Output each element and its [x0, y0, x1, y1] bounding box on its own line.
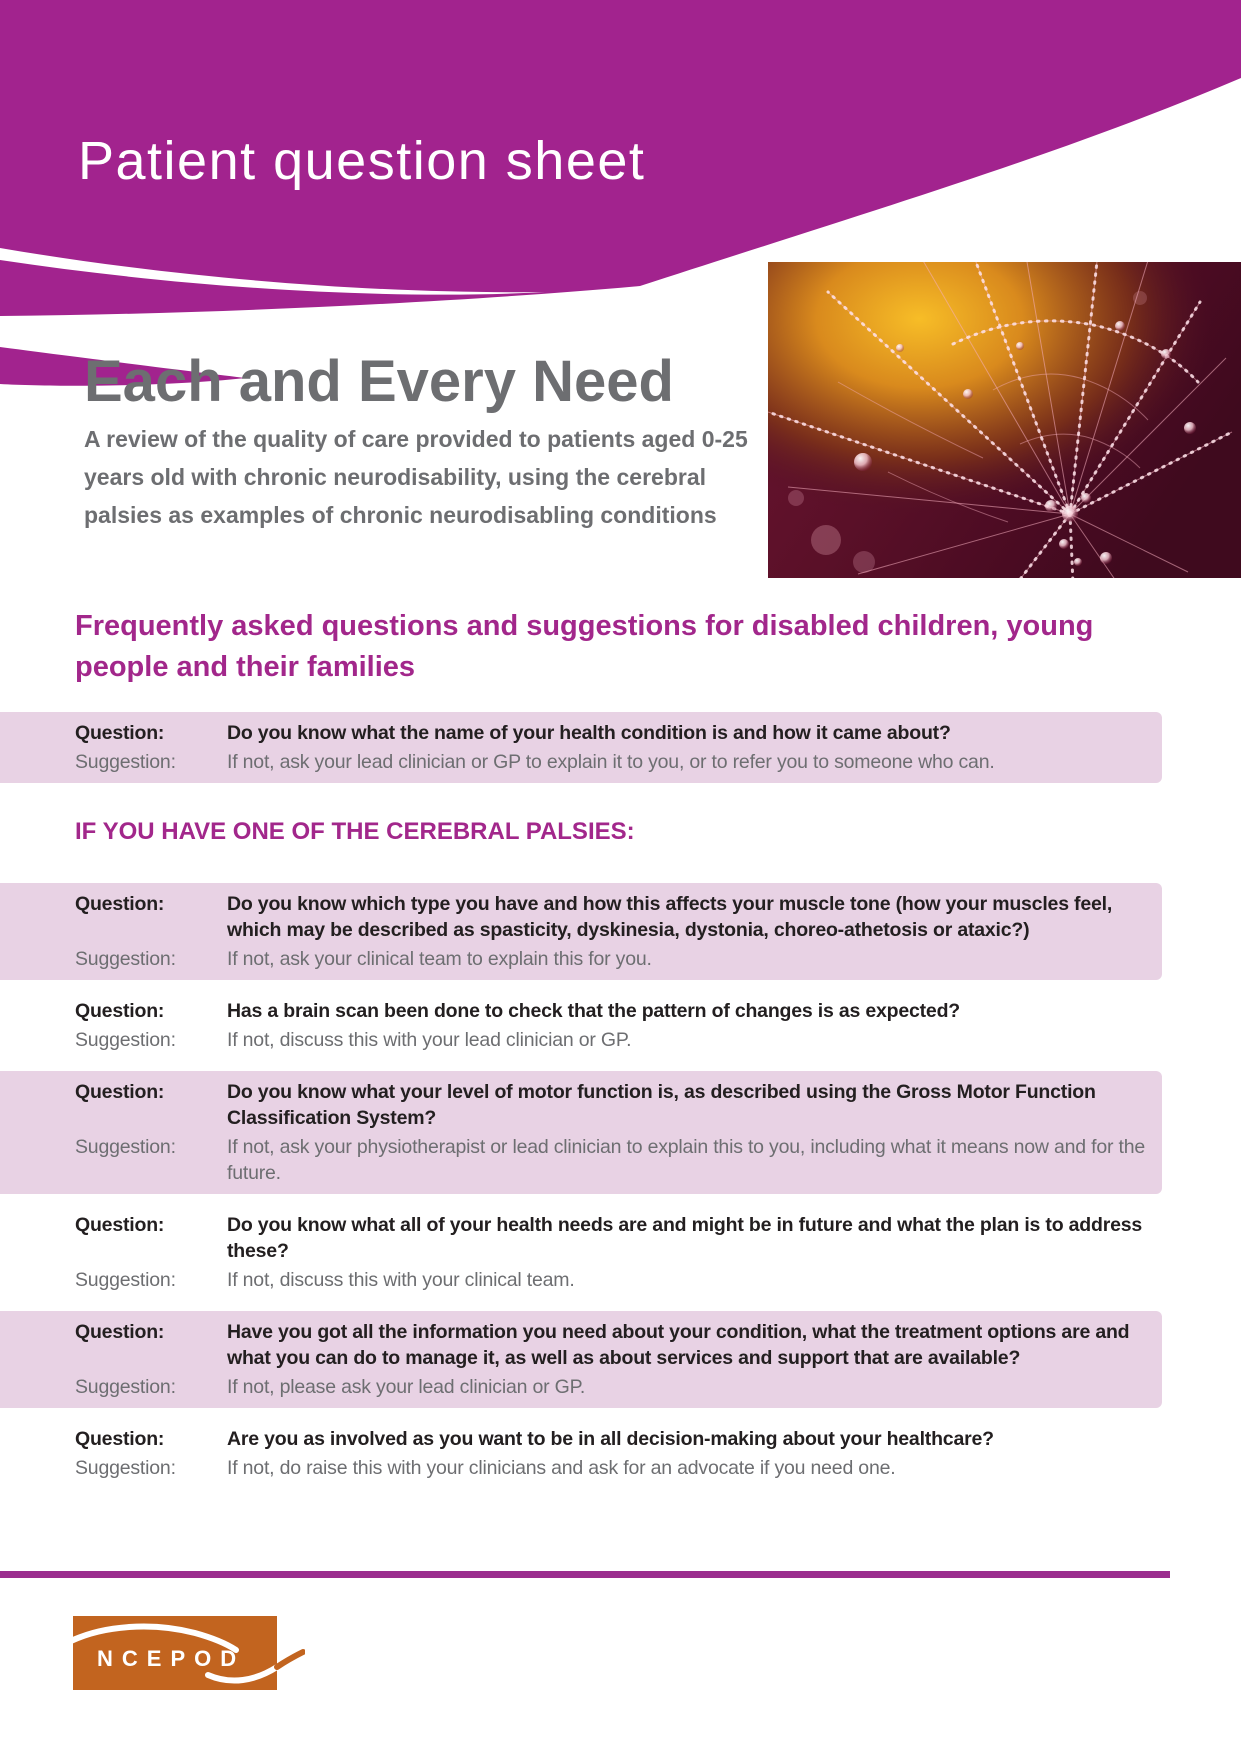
- suggestion-row: Suggestion: If not, ask your lead clinic…: [0, 749, 1148, 775]
- logo-tail-swoosh-icon: [274, 1649, 305, 1670]
- faq-item: Question: Do you know what all of your h…: [0, 1204, 1162, 1301]
- faq-item: Question: Have you got all the informati…: [0, 1311, 1162, 1408]
- question-row: Question: Do you know what your level of…: [0, 1079, 1148, 1131]
- suggestion-row: Suggestion: If not, discuss this with yo…: [0, 1027, 1148, 1053]
- suggestion-text: If not, do raise this with your clinicia…: [227, 1457, 896, 1479]
- faq-item: Question: Are you as involved as you wan…: [0, 1418, 1162, 1489]
- suggestion-label: Suggestion:: [75, 751, 176, 773]
- suggestion-row: Suggestion: If not, discuss this with yo…: [0, 1267, 1148, 1293]
- report-subtitle: A review of the quality of care provided…: [84, 426, 748, 528]
- suggestion-label: Suggestion:: [75, 1376, 176, 1398]
- header-purple-sliver: [0, 347, 246, 386]
- suggestion-label: Suggestion:: [75, 1136, 176, 1158]
- faq-heading: Frequently asked questions and suggestio…: [75, 610, 1094, 683]
- question-label: Question:: [75, 893, 165, 915]
- question-row: Question: Do you know which type you hav…: [0, 891, 1148, 943]
- suggestion-text: If not, discuss this with your clinical …: [227, 1269, 575, 1291]
- suggestion-row: Suggestion: If not, do raise this with y…: [0, 1455, 1148, 1481]
- suggestion-label: Suggestion:: [75, 1457, 176, 1479]
- question-text: Do you know what the name of your health…: [227, 722, 951, 744]
- faq-list: Question: Do you know what the name of y…: [0, 712, 1162, 1489]
- question-text: Have you got all the information you nee…: [227, 1321, 1130, 1369]
- suggestion-row: Suggestion: If not, ask your physiothera…: [0, 1134, 1148, 1186]
- question-text: Do you know what all of your health need…: [227, 1214, 1143, 1262]
- question-label: Question:: [75, 1428, 165, 1450]
- question-label: Question:: [75, 1321, 165, 1343]
- suggestion-label: Suggestion:: [75, 948, 176, 970]
- suggestion-label: Suggestion:: [75, 1269, 176, 1291]
- question-text: Has a brain scan been done to check that…: [227, 1000, 960, 1022]
- faq-intro-group: Question: Do you know what the name of y…: [0, 712, 1162, 783]
- header-swoosh-graphic: [0, 0, 1241, 386]
- faq-item: Question: Do you know what the name of y…: [0, 712, 1162, 783]
- faq-cp-group: Question: Do you know which type you hav…: [0, 883, 1162, 1489]
- question-row: Question: Has a brain scan been done to …: [0, 998, 1148, 1024]
- suggestion-row: Suggestion: If not, please ask your lead…: [0, 1374, 1148, 1400]
- suggestion-text: If not, ask your lead clinician or GP to…: [227, 751, 995, 773]
- question-label: Question:: [75, 1000, 165, 1022]
- faq-item: Question: Do you know which type you hav…: [0, 883, 1162, 980]
- question-label: Question:: [75, 1081, 165, 1103]
- question-row: Question: Do you know what the name of y…: [0, 720, 1148, 746]
- suggestion-text: If not, please ask your lead clinician o…: [227, 1376, 586, 1398]
- faq-item: Question: Has a brain scan been done to …: [0, 990, 1162, 1061]
- question-row: Question: Have you got all the informati…: [0, 1319, 1148, 1371]
- page-title: Patient question sheet: [78, 131, 646, 191]
- header-white-arc: [0, 248, 545, 295]
- cp-section-heading: IF YOU HAVE ONE OF THE CEREBRAL PALSIES:: [75, 818, 635, 845]
- cover-photo: [768, 262, 1241, 578]
- logo-bottom-swoosh-icon: [205, 1664, 280, 1684]
- logo-text: NCEPOD: [97, 1646, 245, 1671]
- question-text: Do you know what your level of motor fun…: [227, 1081, 1096, 1129]
- logo-top-swoosh-icon: [73, 1623, 239, 1653]
- question-text: Do you know which type you have and how …: [227, 893, 1113, 941]
- header-purple-blob: [0, 0, 1241, 316]
- faq-item: Question: Do you know what your level of…: [0, 1071, 1162, 1194]
- suggestion-label: Suggestion:: [75, 1029, 176, 1051]
- question-label: Question:: [75, 722, 165, 744]
- question-text: Are you as involved as you want to be in…: [227, 1428, 994, 1450]
- suggestion-text: If not, discuss this with your lead clin…: [227, 1029, 632, 1051]
- footer-divider: [0, 1571, 1170, 1578]
- ncepod-logo: NCEPOD: [73, 1616, 305, 1690]
- question-label: Question:: [75, 1214, 165, 1236]
- suggestion-row: Suggestion: If not, ask your clinical te…: [0, 946, 1148, 972]
- suggestion-text: If not, ask your physiotherapist or lead…: [227, 1136, 1146, 1184]
- suggestion-text: If not, ask your clinical team to explai…: [227, 948, 652, 970]
- question-row: Question: Are you as involved as you wan…: [0, 1426, 1148, 1452]
- report-title: Each and Every Need: [84, 349, 674, 414]
- question-row: Question: Do you know what all of your h…: [0, 1212, 1148, 1264]
- spider-web-image: [768, 262, 1241, 578]
